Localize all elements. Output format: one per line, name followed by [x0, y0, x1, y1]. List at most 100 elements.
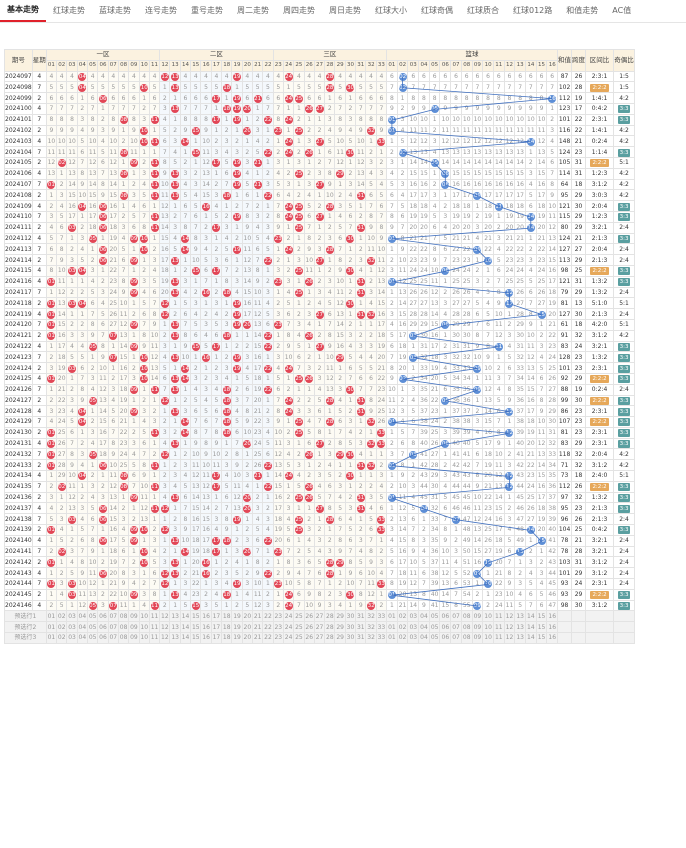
predict-blue-cell[interactable]: 02 — [396, 632, 409, 644]
predict-red-cell[interactable]: 02 — [56, 610, 68, 623]
predict-red-cell[interactable]: 27 — [313, 632, 326, 644]
predict-red-cell[interactable]: 16 — [200, 632, 212, 644]
predict-blue-cell[interactable]: 05 — [428, 610, 441, 623]
tab-11[interactable]: 红球012路 — [513, 6, 553, 15]
predict-red-cell[interactable]: 03 — [66, 621, 78, 634]
predict-blue-cell[interactable]: 04 — [418, 621, 430, 634]
predict-red-cell[interactable]: 13 — [169, 610, 181, 623]
predict-red-cell[interactable]: 22 — [262, 621, 274, 634]
predict-red-cell[interactable]: 20 — [241, 610, 253, 623]
tab-12[interactable]: 和值走势 — [566, 6, 599, 15]
predict-red-cell[interactable]: 30 — [344, 610, 357, 623]
predict-red-cell[interactable]: 19 — [231, 632, 243, 644]
predict-red-cell[interactable]: 28 — [324, 632, 336, 644]
predict-red-cell[interactable]: 04 — [76, 632, 88, 644]
predict-red-cell[interactable]: 28 — [324, 610, 336, 623]
predict-red-cell[interactable]: 04 — [76, 610, 88, 623]
predict-red-cell[interactable]: 17 — [210, 610, 223, 623]
predict-blue-cell[interactable]: 14 — [524, 621, 537, 634]
tab-7[interactable]: 周日走势 — [329, 6, 361, 15]
predict-red-cell[interactable]: 09 — [128, 621, 140, 634]
predict-blue-cell[interactable]: 08 — [460, 621, 473, 634]
predict-red-cell[interactable]: 12 — [159, 621, 171, 634]
tab-0[interactable]: 基本走势 — [0, 0, 46, 22]
predict-blue-cell[interactable]: 10 — [482, 621, 494, 634]
predict-red-cell[interactable]: 31 — [355, 632, 367, 644]
predict-blue-cell[interactable]: 12 — [503, 610, 516, 623]
predict-blue-cell[interactable]: 10 — [482, 632, 494, 644]
predict-red-cell[interactable]: 14 — [179, 610, 192, 623]
predict-red-cell[interactable]: 13 — [169, 632, 181, 644]
predict-row[interactable]: 预选行3 01 02 03 04 05 06 07 08 09 10 11 12 13 14 15 16 17 18… — [4, 632, 636, 644]
predict-red-cell[interactable]: 19 — [231, 610, 243, 623]
tab-4[interactable]: 重号走势 — [191, 6, 223, 15]
predict-blue-cell[interactable]: 14 — [524, 632, 537, 644]
predict-red-cell[interactable]: 25 — [293, 610, 305, 623]
tab-5[interactable]: 周二走势 — [237, 6, 269, 15]
predict-red-cell[interactable]: 33 — [375, 621, 388, 634]
predict-red-cell[interactable]: 18 — [221, 610, 233, 623]
predict-red-cell[interactable]: 10 — [138, 632, 150, 644]
predict-blue-cell[interactable]: 04 — [418, 632, 430, 644]
predict-blue-cell[interactable]: 11 — [492, 621, 505, 634]
predict-red-cell[interactable]: 08 — [117, 632, 130, 644]
predict-blue-cell[interactable]: 09 — [471, 610, 484, 623]
predict-red-cell[interactable]: 19 — [231, 621, 243, 634]
tab-6[interactable]: 周四走势 — [283, 6, 315, 15]
predict-red-cell[interactable]: 23 — [272, 621, 284, 634]
predict-red-cell[interactable]: 07 — [107, 632, 119, 644]
predict-red-cell[interactable]: 15 — [190, 632, 202, 644]
tab-13[interactable]: AC值 — [612, 6, 632, 15]
predict-blue-cell[interactable]: 08 — [460, 632, 473, 644]
predict-red-cell[interactable]: 26 — [303, 621, 315, 634]
predict-blue-cell[interactable]: 10 — [482, 610, 494, 623]
tab-3[interactable]: 连号走势 — [145, 6, 177, 15]
predict-blue-cell[interactable]: 04 — [418, 610, 430, 623]
predict-blue-cell[interactable]: 12 — [503, 621, 516, 634]
predict-red-cell[interactable]: 27 — [313, 610, 326, 623]
predict-red-cell[interactable]: 21 — [251, 610, 264, 623]
predict-red-cell[interactable]: 06 — [97, 621, 109, 634]
predict-red-cell[interactable]: 23 — [272, 610, 284, 623]
predict-red-cell[interactable]: 11 — [148, 610, 161, 623]
predict-red-cell[interactable]: 06 — [97, 632, 109, 644]
predict-red-cell[interactable]: 02 — [56, 621, 68, 634]
predict-blue-cell[interactable]: 09 — [471, 632, 484, 644]
predict-red-cell[interactable]: 30 — [344, 621, 357, 634]
predict-red-cell[interactable]: 21 — [251, 621, 264, 634]
predict-red-cell[interactable]: 29 — [334, 632, 346, 644]
predict-red-cell[interactable]: 01 — [45, 632, 58, 644]
predict-blue-cell[interactable]: 08 — [460, 610, 473, 623]
predict-red-cell[interactable]: 18 — [221, 632, 233, 644]
predict-blue-cell[interactable]: 03 — [407, 621, 420, 634]
predict-red-cell[interactable]: 30 — [344, 632, 357, 644]
predict-red-cell[interactable]: 14 — [179, 632, 192, 644]
predict-red-cell[interactable]: 14 — [179, 621, 192, 634]
predict-blue-cell[interactable]: 09 — [471, 621, 484, 634]
predict-blue-cell[interactable]: 05 — [428, 621, 441, 634]
predict-red-cell[interactable]: 03 — [66, 610, 78, 623]
predict-red-cell[interactable]: 32 — [365, 610, 377, 623]
predict-red-cell[interactable]: 10 — [138, 610, 150, 623]
predict-red-cell[interactable]: 22 — [262, 632, 274, 644]
predict-red-cell[interactable]: 15 — [190, 610, 202, 623]
tab-10[interactable]: 红球质合 — [467, 6, 499, 15]
predict-red-cell[interactable]: 08 — [117, 610, 130, 623]
predict-red-cell[interactable]: 24 — [282, 610, 295, 623]
predict-blue-cell[interactable]: 03 — [407, 632, 420, 644]
predict-red-cell[interactable]: 10 — [138, 621, 150, 634]
predict-blue-cell[interactable]: 14 — [524, 610, 537, 623]
predict-red-cell[interactable]: 02 — [56, 632, 68, 644]
predict-red-cell[interactable]: 20 — [241, 621, 253, 634]
predict-blue-cell[interactable]: 05 — [428, 632, 441, 644]
predict-blue-cell[interactable]: 12 — [503, 632, 516, 644]
predict-red-cell[interactable]: 25 — [293, 632, 305, 644]
predict-red-cell[interactable]: 15 — [190, 621, 202, 634]
predict-blue-cell[interactable]: 07 — [450, 621, 462, 634]
predict-red-cell[interactable]: 29 — [334, 610, 346, 623]
predict-red-cell[interactable]: 07 — [107, 610, 119, 623]
predict-red-cell[interactable]: 04 — [76, 621, 88, 634]
predict-red-cell[interactable]: 28 — [324, 621, 336, 634]
predict-blue-cell[interactable]: 03 — [407, 610, 420, 623]
predict-red-cell[interactable]: 16 — [200, 621, 212, 634]
